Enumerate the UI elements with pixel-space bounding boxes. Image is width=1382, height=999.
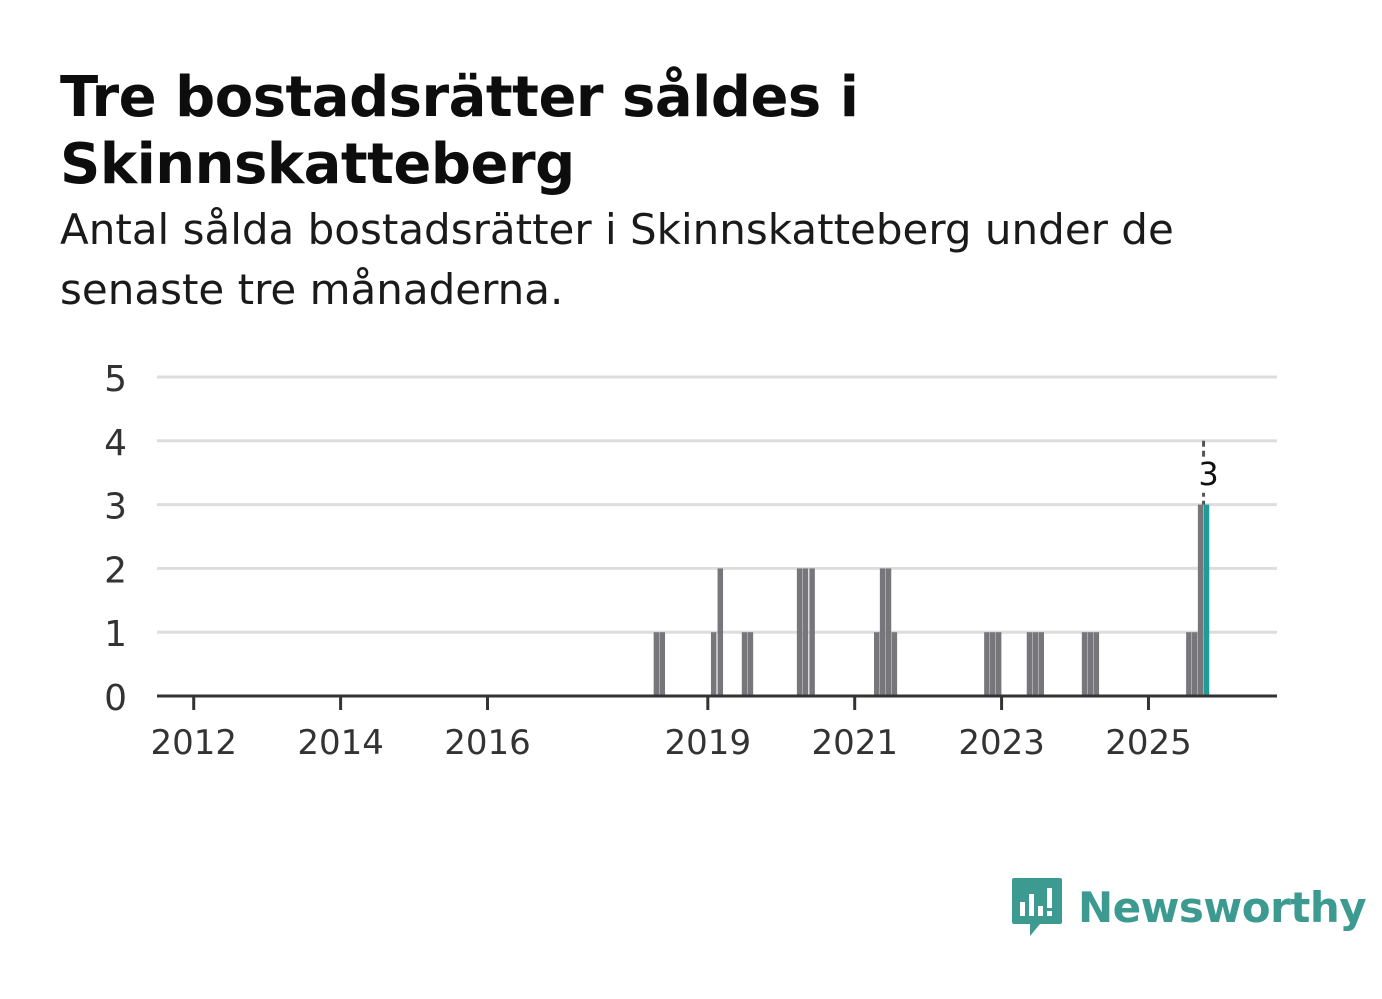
data-bar xyxy=(891,632,898,696)
y-tick-label: 0 xyxy=(104,678,127,719)
data-bar xyxy=(873,632,880,696)
chart-title: Tre bostadsrätter såldes i Skinnskattebe… xyxy=(60,65,859,198)
y-tick-label: 4 xyxy=(104,423,127,464)
data-bar xyxy=(1093,632,1100,696)
data-bar xyxy=(885,568,892,696)
y-tick-label: 3 xyxy=(104,487,127,528)
data-bar xyxy=(796,568,803,696)
y-tick-label: 5 xyxy=(104,359,127,400)
x-tick-label: 2023 xyxy=(958,723,1045,763)
data-bar xyxy=(1191,632,1198,696)
data-bar xyxy=(747,632,754,696)
x-tick-label: 2021 xyxy=(811,723,898,763)
data-bar xyxy=(809,568,815,696)
data-bar xyxy=(653,632,660,696)
data-bar xyxy=(710,632,717,696)
data-bar xyxy=(717,568,724,696)
annotation-label-bg xyxy=(1189,456,1218,493)
data-bar xyxy=(1026,632,1033,696)
data-bar xyxy=(1081,632,1088,696)
data-bar xyxy=(995,632,1002,696)
data-bar xyxy=(990,632,996,696)
data-bar xyxy=(1032,632,1039,696)
x-tick-label: 2019 xyxy=(665,723,752,763)
y-tick-label: 1 xyxy=(104,614,127,655)
brand-name: Newsworthy xyxy=(1078,882,1367,932)
highlight-bar xyxy=(1203,504,1210,696)
data-bar xyxy=(1186,632,1192,696)
data-bar xyxy=(741,632,748,696)
data-bar xyxy=(1038,632,1044,696)
x-tick-label: 2016 xyxy=(444,723,531,763)
data-bar xyxy=(1087,632,1094,696)
newsworthy-logo: Newsworthy xyxy=(1010,876,1367,938)
annotation-label: 3 xyxy=(1198,455,1218,493)
x-tick-label: 2014 xyxy=(297,723,384,763)
data-bar xyxy=(984,632,990,696)
data-bar xyxy=(879,568,886,696)
x-tick-label: 2012 xyxy=(150,723,237,763)
newsworthy-chart-bubble-icon xyxy=(1012,878,1062,936)
y-tick-label: 2 xyxy=(104,550,127,591)
data-bar xyxy=(1197,504,1204,696)
x-tick-label: 2025 xyxy=(1105,723,1192,763)
data-bar xyxy=(659,632,666,696)
chart-subtitle: Antal sålda bostadsrätter i Skinnskatteb… xyxy=(60,205,1174,314)
data-bar xyxy=(802,568,809,696)
